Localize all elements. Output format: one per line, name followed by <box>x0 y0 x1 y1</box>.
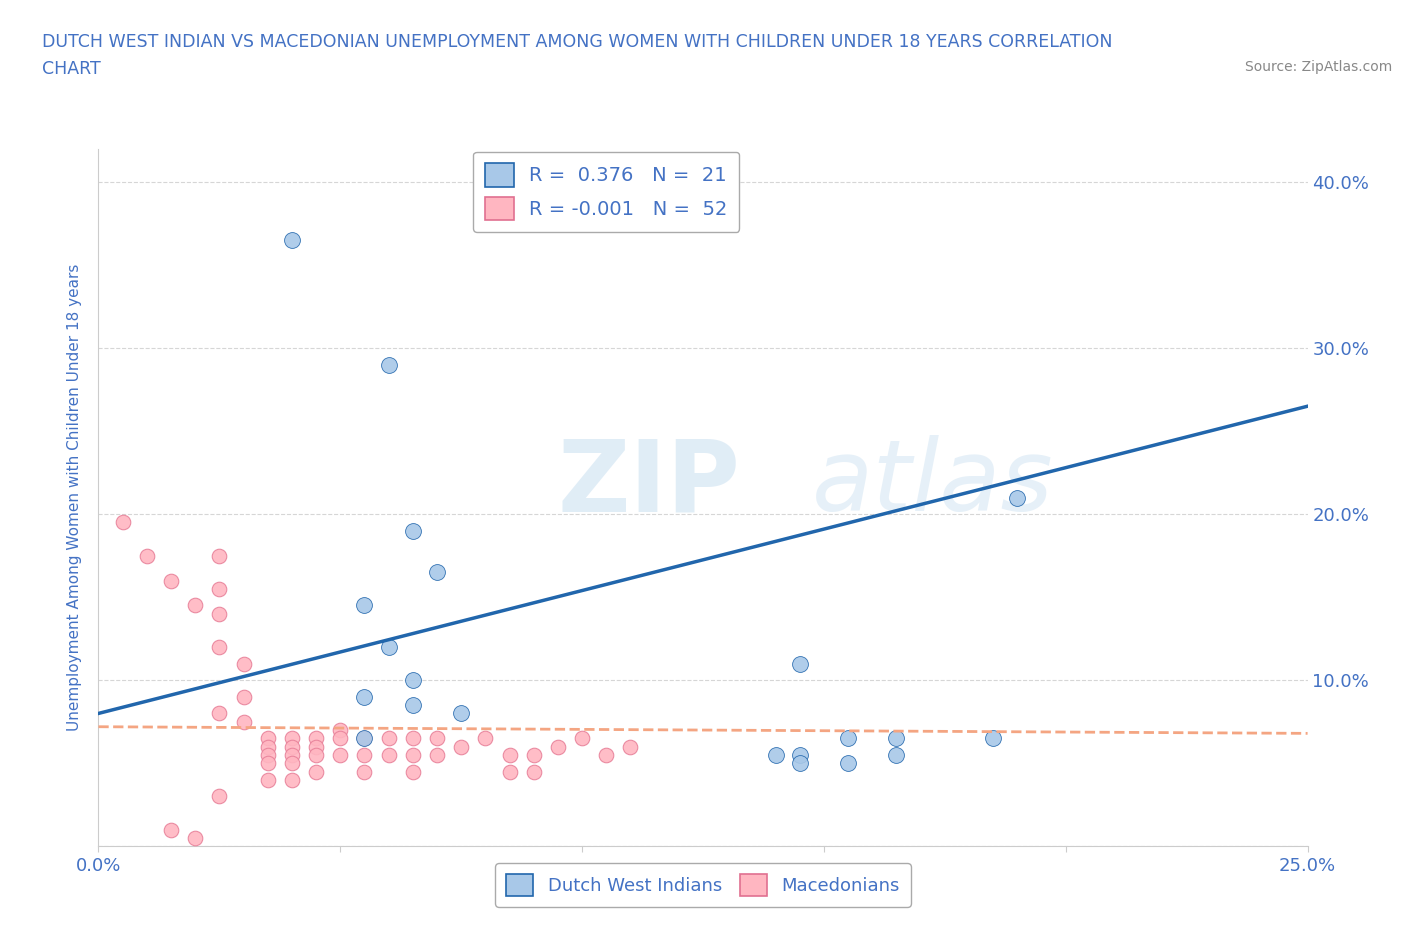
Point <box>789 748 811 763</box>
Text: Source: ZipAtlas.com: Source: ZipAtlas.com <box>1244 60 1392 74</box>
Point <box>305 731 328 746</box>
Point <box>402 524 425 538</box>
Point <box>523 764 546 779</box>
Point <box>837 756 859 771</box>
Point <box>208 640 231 655</box>
Point <box>450 739 472 754</box>
Point <box>353 598 375 613</box>
Point <box>1007 490 1029 505</box>
Point <box>208 606 231 621</box>
Point <box>208 706 231 721</box>
Point <box>305 764 328 779</box>
Point <box>886 748 908 763</box>
Point <box>208 549 231 564</box>
Y-axis label: Unemployment Among Women with Children Under 18 years: Unemployment Among Women with Children U… <box>67 264 83 731</box>
Point <box>353 731 375 746</box>
Point <box>547 739 569 754</box>
Point <box>208 789 231 804</box>
Point <box>402 764 425 779</box>
Point <box>281 731 304 746</box>
Point <box>789 657 811 671</box>
Point <box>426 748 449 763</box>
Point <box>402 698 425 712</box>
Point <box>232 657 254 671</box>
Text: atlas: atlas <box>811 435 1053 532</box>
Point <box>256 748 278 763</box>
Point <box>377 640 399 655</box>
Point <box>981 731 1004 746</box>
Legend: Dutch West Indians, Macedonians: Dutch West Indians, Macedonians <box>495 863 911 907</box>
Point <box>232 714 254 729</box>
Point <box>281 232 304 247</box>
Text: DUTCH WEST INDIAN VS MACEDONIAN UNEMPLOYMENT AMONG WOMEN WITH CHILDREN UNDER 18 : DUTCH WEST INDIAN VS MACEDONIAN UNEMPLOY… <box>42 33 1112 50</box>
Point <box>256 731 278 746</box>
Point <box>256 756 278 771</box>
Point <box>305 748 328 763</box>
Point <box>256 773 278 788</box>
Point <box>377 357 399 372</box>
Point <box>281 748 304 763</box>
Point <box>353 748 375 763</box>
Point <box>353 689 375 704</box>
Point <box>837 731 859 746</box>
Point <box>523 748 546 763</box>
Point <box>498 748 520 763</box>
Point <box>184 598 207 613</box>
Point <box>281 773 304 788</box>
Point <box>619 739 641 754</box>
Point <box>789 756 811 771</box>
Point <box>886 731 908 746</box>
Point <box>498 764 520 779</box>
Point <box>377 748 399 763</box>
Point <box>377 731 399 746</box>
Point <box>402 748 425 763</box>
Point <box>329 723 352 737</box>
Point <box>474 731 496 746</box>
Point <box>353 764 375 779</box>
Point <box>281 756 304 771</box>
Text: ZIP: ZIP <box>558 435 741 532</box>
Point <box>426 565 449 579</box>
Point <box>111 515 134 530</box>
Point <box>450 706 472 721</box>
Point <box>208 581 231 596</box>
Point <box>305 739 328 754</box>
Point <box>281 739 304 754</box>
Point <box>765 748 787 763</box>
Point <box>426 731 449 746</box>
Point <box>184 830 207 845</box>
Point <box>353 731 375 746</box>
Point <box>571 731 593 746</box>
Point <box>402 731 425 746</box>
Point <box>160 822 183 837</box>
Point <box>232 689 254 704</box>
Point <box>256 739 278 754</box>
Point <box>135 549 157 564</box>
Point <box>160 573 183 588</box>
Text: CHART: CHART <box>42 60 101 78</box>
Point <box>402 672 425 687</box>
Point <box>329 748 352 763</box>
Point <box>329 731 352 746</box>
Point <box>595 748 617 763</box>
